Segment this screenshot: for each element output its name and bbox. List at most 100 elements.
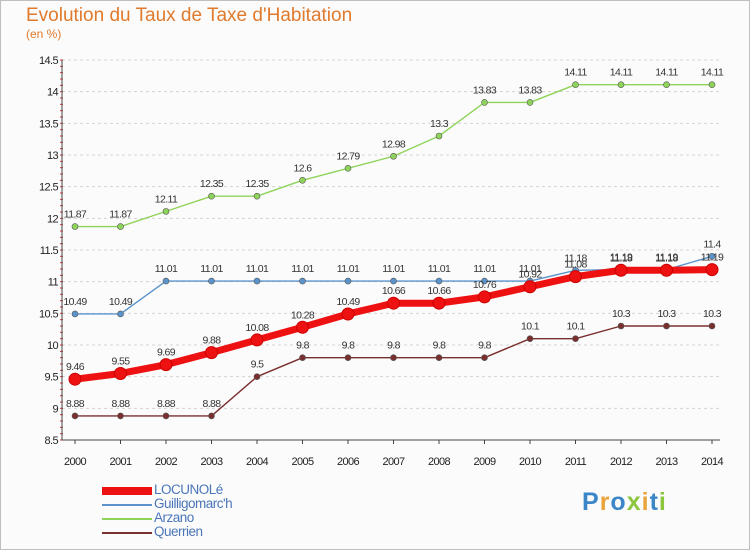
data-label: 11.18: [610, 252, 633, 264]
data-label: 8.88: [202, 398, 221, 410]
data-label: 10.66: [427, 285, 451, 297]
brand-letter: x: [626, 488, 642, 516]
x-tick-label: 2008: [428, 456, 451, 468]
data-label: 10.76: [473, 279, 497, 291]
data-point: [159, 358, 173, 372]
data-label: 13.3: [430, 118, 449, 130]
x-tick-label: 2009: [473, 456, 496, 468]
data-label: 14.11: [655, 67, 678, 79]
data-point: [614, 263, 628, 277]
x-tick-label: 2006: [337, 456, 360, 468]
data-label: 9.46: [66, 361, 85, 373]
data-label: 9.8: [296, 340, 310, 352]
data-label: 11.08: [564, 259, 587, 271]
y-tick-label: 9: [52, 403, 58, 415]
y-tick-label: 12: [47, 213, 59, 225]
data-point: [71, 223, 79, 230]
brand-letter: i: [658, 488, 667, 516]
data-label: 14.11: [564, 67, 587, 79]
x-tick-label: 2000: [64, 456, 87, 468]
data-point: [572, 335, 579, 342]
data-point: [253, 373, 261, 380]
brand-letter: P: [582, 488, 600, 516]
y-tick-label: 13.5: [39, 118, 58, 130]
data-point: [435, 354, 443, 361]
data-label: 12.35: [245, 178, 269, 190]
data-point: [708, 81, 716, 88]
y-tick-label: 14.5: [39, 55, 58, 67]
data-label: 11.18: [655, 252, 678, 264]
data-point: [205, 346, 218, 360]
data-point: [617, 81, 625, 88]
data-label: 13.83: [473, 84, 497, 96]
data-point: [208, 192, 215, 200]
data-label: 11.01: [519, 263, 542, 275]
legend-label: LOCUNOLé: [154, 482, 223, 497]
data-label: 10.1: [566, 321, 585, 333]
data-point: [117, 223, 124, 230]
brand-logo: Proxiti: [582, 488, 667, 517]
legend-swatch: [102, 532, 152, 534]
data-label: 12.98: [382, 138, 406, 150]
data-label: 11.4: [703, 238, 721, 250]
data-point: [208, 412, 215, 420]
data-point: [341, 307, 355, 321]
data-label: 11.01: [428, 263, 451, 275]
data-label: 8.88: [66, 398, 85, 410]
data-point: [705, 263, 719, 277]
data-label: 11.18: [564, 252, 587, 264]
data-point: [299, 277, 306, 285]
data-point: [250, 333, 264, 347]
data-label: 10.92: [518, 269, 542, 281]
data-point: [344, 354, 352, 361]
data-label: 12.6: [293, 162, 312, 174]
data-point: [663, 322, 670, 330]
data-label: 11.01: [473, 263, 496, 275]
data-point: [432, 296, 446, 310]
data-label: 11.01: [246, 263, 269, 275]
x-tick-label: 2004: [246, 456, 269, 468]
data-label: 9.88: [202, 335, 221, 347]
data-label: 10.49: [109, 296, 133, 308]
data-point: [208, 277, 215, 285]
data-label: 11.19: [610, 252, 633, 264]
data-point: [569, 270, 582, 284]
legend-label: Querrien: [154, 524, 203, 539]
data-point: [708, 322, 716, 330]
data-point: [526, 335, 534, 342]
data-label: 9.8: [387, 340, 401, 352]
data-label: 10.3: [703, 308, 722, 320]
data-point: [390, 152, 397, 160]
x-tick-label: 2007: [382, 456, 405, 468]
data-point: [617, 322, 625, 330]
brand-letter: i: [641, 488, 650, 516]
data-point: [435, 132, 443, 140]
data-label: 14.11: [610, 67, 633, 79]
y-tick-label: 13: [47, 150, 59, 162]
data-label: 9.8: [433, 340, 447, 352]
data-label: 11.19: [655, 252, 678, 264]
data-label: 9.8: [478, 340, 492, 352]
data-point: [390, 354, 397, 361]
data-label: 9.55: [111, 356, 130, 368]
x-tick-label: 2003: [200, 456, 223, 468]
data-point: [481, 354, 488, 361]
x-tick-label: 2002: [155, 456, 178, 468]
data-point: [660, 263, 673, 277]
y-tick-label: 10: [47, 340, 59, 352]
data-point: [296, 320, 309, 334]
brand-letter: o: [610, 488, 627, 516]
data-point: [253, 277, 261, 285]
brand-letter: t: [649, 488, 659, 516]
data-point: [162, 412, 170, 420]
chart-subtitle: (en %): [26, 27, 62, 41]
data-label: 11.01: [337, 263, 360, 275]
data-point: [387, 296, 400, 310]
data-label: 12.11: [155, 193, 178, 205]
data-label: 10.08: [245, 322, 269, 334]
data-label: 10.49: [63, 296, 87, 308]
data-point: [117, 412, 124, 420]
legend-label: Arzano: [154, 510, 194, 525]
y-tick-label: 11: [48, 277, 59, 289]
